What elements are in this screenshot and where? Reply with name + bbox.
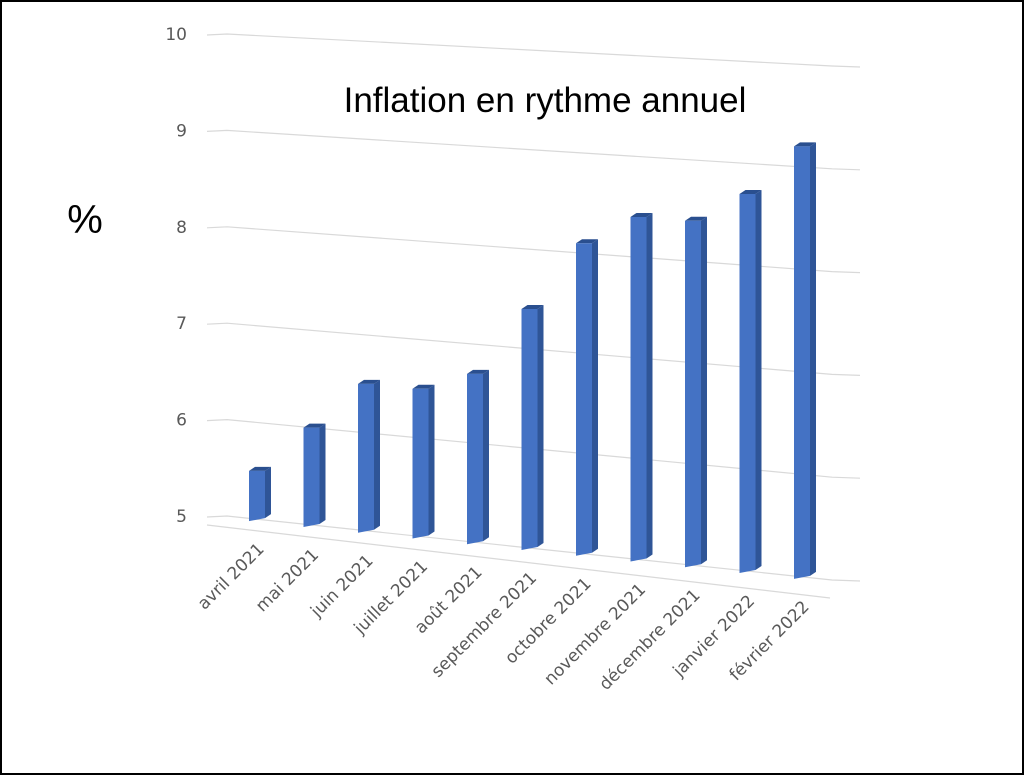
bar-front-face — [576, 243, 592, 556]
bar-side-face — [701, 216, 707, 565]
bar-side-face — [374, 379, 380, 530]
x-tick-label: décembre 2021 — [596, 586, 705, 695]
x-tick-label: septembre 2021 — [428, 568, 541, 681]
y-axis-unit-label: % — [67, 198, 103, 242]
bar-4 — [412, 384, 435, 539]
bar-side-face — [483, 369, 489, 542]
bar-10 — [739, 190, 762, 574]
bar-top-face — [685, 216, 707, 221]
bar-side-face — [265, 466, 271, 519]
bar-2 — [303, 423, 326, 527]
bar-side-face — [428, 384, 435, 536]
bar-5 — [467, 369, 489, 545]
bar-top-face — [467, 369, 489, 374]
bar-1 — [249, 466, 271, 522]
gridline-8 — [206, 226, 861, 274]
bar-front-face — [358, 383, 374, 533]
bar-front-face — [794, 146, 810, 579]
bar-front-face — [303, 427, 320, 527]
y-tick-label: 7 — [176, 314, 187, 334]
bar-top-face — [576, 239, 598, 244]
bar-top-face — [521, 304, 544, 309]
y-tick-label: 8 — [176, 218, 187, 238]
chart-title: Inflation en rythme annuel — [344, 81, 747, 120]
bar-front-face — [630, 216, 647, 562]
bar-top-face — [630, 212, 653, 217]
bar-front-face — [467, 373, 483, 545]
bar-top-face — [358, 379, 380, 384]
bar-top-face — [412, 384, 435, 389]
bar-front-face — [521, 308, 538, 550]
bar-6 — [521, 304, 544, 550]
bar-11 — [794, 142, 816, 579]
bar-8 — [630, 212, 653, 562]
bar-side-face — [319, 423, 326, 524]
bar-side-face — [592, 239, 598, 553]
bar-side-face — [755, 190, 762, 571]
bars — [249, 142, 816, 579]
bar-front-face — [249, 470, 265, 522]
y-tick-label: 10 — [165, 25, 187, 45]
bar-top-face — [739, 190, 762, 195]
bar-9 — [685, 216, 707, 568]
gridline-10 — [206, 33, 861, 68]
bar-side-face — [810, 142, 816, 576]
bar-3 — [358, 379, 380, 533]
y-axis-ticks: 5 6 7 8 9 10 — [165, 25, 187, 527]
bar-top-face — [794, 142, 816, 147]
floor-front-line — [206, 524, 831, 599]
x-tick-label: novembre 2021 — [541, 580, 650, 689]
bar-top-face — [303, 423, 326, 428]
bar-side-face — [646, 212, 653, 559]
gridline-9 — [206, 129, 861, 171]
bar-top-face — [249, 466, 271, 471]
bar-7 — [576, 239, 598, 556]
bar-front-face — [685, 220, 701, 568]
y-tick-label: 5 — [176, 507, 187, 527]
bar-front-face — [412, 388, 429, 539]
bar-side-face — [537, 304, 544, 547]
bar-front-face — [739, 194, 756, 574]
y-tick-label: 6 — [176, 411, 187, 431]
y-tick-label: 9 — [176, 121, 187, 141]
